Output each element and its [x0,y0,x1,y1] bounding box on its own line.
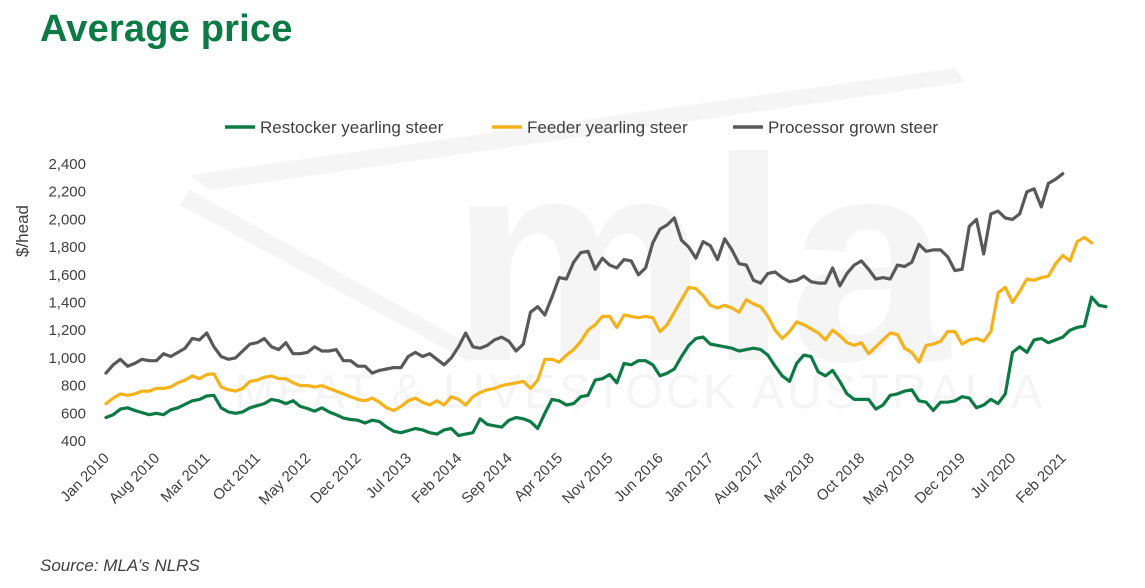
series-lines [104,172,1108,438]
x-tick-label: Aug 2017 [710,450,767,507]
x-tick-label: Feb 2021 [1013,450,1070,507]
y-axis-label: $/head [13,205,32,257]
x-tick-label: Mar 2011 [157,450,213,506]
x-tick-label: Jan 2010 [57,450,113,506]
x-tick-label: Jun 2016 [611,450,667,506]
chart-title: Average price [40,8,293,50]
watermark-tagline-text: MEAT & LIVESTOCK AUSTRALIA [234,366,1046,419]
y-axis-ticks: 400 600 800 1,000 1,200 1,400 1,600 1,800 2,000 2… [48,156,86,450]
source-note: Source: MLA’s NLRS [40,556,200,575]
y-tick-label: 1,000 [48,350,86,367]
legend-label-1: Feeder yearling steer [527,118,688,137]
y-tick-label: 1,600 [48,267,86,284]
x-tick-label: Dec 2019 [912,450,969,507]
y-tick-label: 400 [61,433,86,450]
chart-legend: Restocker yearling steer Feeder yearling … [225,118,938,137]
x-tick-label: Feb 2014 [409,450,466,507]
x-tick-label: Jul 2020 [967,450,1019,502]
series-line-0 [104,295,1108,438]
legend-label-0: Restocker yearling steer [260,118,444,137]
y-tick-label: 1,400 [48,295,86,312]
y-tick-label: 2,000 [48,211,86,228]
x-tick-label: Aug 2010 [106,450,163,507]
legend-label-2: Processor grown steer [768,118,938,137]
y-tick-label: 2,400 [48,156,86,173]
x-tick-label: Jul 2013 [363,450,415,502]
series-line-1 [104,235,1094,413]
x-tick-label: Nov 2015 [559,450,616,507]
y-tick-label: 1,200 [48,322,86,339]
x-tick-label: Mar 2018 [761,450,818,507]
y-tick-label: 2,200 [48,184,86,201]
x-tick-label: Jan 2017 [661,450,717,506]
x-tick-label: May 2019 [860,450,919,509]
x-tick-label: Sep 2014 [458,450,515,507]
y-tick-label: 800 [61,378,86,395]
watermark-mla-text: mla [450,98,952,422]
mla-watermark-logo: mla MEAT & LIVESTOCK AUSTRALIA [180,68,1046,422]
y-tick-label: 1,800 [48,239,86,256]
x-tick-label: May 2012 [256,450,315,509]
x-tick-label: Dec 2012 [307,450,364,507]
y-tick-label: 600 [61,405,86,422]
series-line-2 [104,172,1065,375]
x-tick-label: Apr 2015 [511,450,566,505]
